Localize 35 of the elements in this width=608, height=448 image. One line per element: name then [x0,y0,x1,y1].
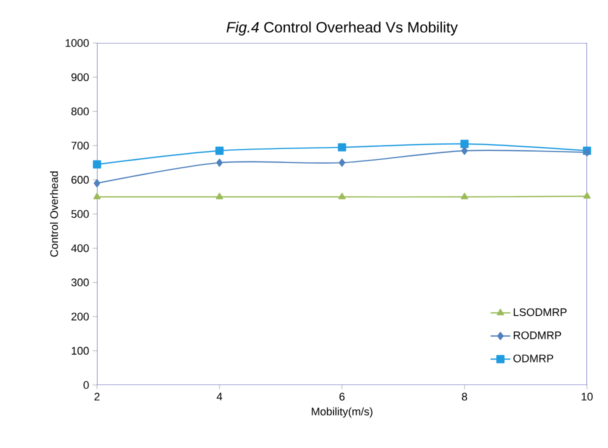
point [583,192,591,199]
point [215,146,224,155]
y-tick-label: 500 [71,210,89,218]
x-tick-label: 4 [216,392,222,400]
point [338,158,346,167]
point [461,146,468,155]
y-tick-label: 0 [84,381,89,389]
legend-label: RODMRP [514,331,562,340]
point [94,179,100,188]
x-tick-label: 10 [582,392,593,401]
y-tick-label: 700 [72,142,89,150]
x-tick-label: 6 [340,392,345,401]
point [216,158,223,167]
y-tick-label: 200 [71,312,89,320]
point [93,192,101,200]
x-tick-label: 8 [462,392,468,401]
chart-title: Fig.4 Control Overhead Vs Mobility [226,22,458,36]
y-tick-label: 800 [71,108,89,116]
point [460,140,469,148]
point [338,143,346,152]
y-tick-label: 1000 [66,39,89,47]
point [92,160,102,169]
y-tick-label: 300 [71,278,89,286]
legend-label: ODMRP [513,354,554,362]
point [338,192,346,200]
x-tick-label: 2 [94,392,100,400]
y-tick-label: 400 [71,244,89,252]
y-tick-label: 600 [72,176,89,184]
legend-label: LSODMRP [514,308,567,316]
point [216,192,224,200]
point [460,192,468,200]
y-tick-label: 900 [71,73,89,82]
y-axis-title: Control Overhead [50,171,58,257]
y-tick-label: 100 [72,346,89,355]
x-axis-title: Mobility(m/s) [312,407,372,418]
